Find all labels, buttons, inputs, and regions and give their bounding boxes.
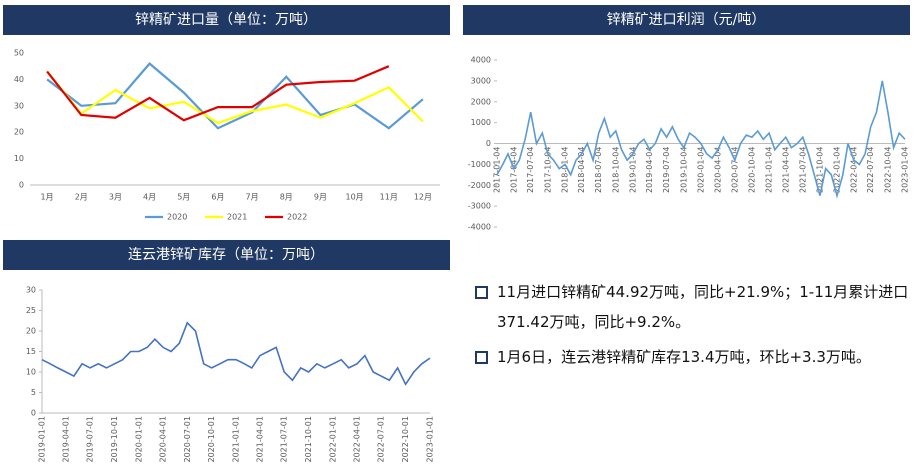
- x-tick-label: 10月: [345, 193, 363, 202]
- x-tick-label: 2019-01-04: [628, 147, 637, 194]
- y-tick-label: 40: [14, 75, 24, 84]
- chart-title: 连云港锌矿库存（单位：万吨）: [128, 247, 324, 263]
- x-tick-label: 3月: [109, 193, 122, 202]
- x-tick-label: 2020-07-04: [730, 147, 739, 194]
- x-tick-label: 2021-07-01: [280, 416, 289, 463]
- y-tick-label: 1000: [471, 118, 491, 127]
- y-tick-label: -4000: [468, 223, 491, 232]
- x-tick-label: 2020-10-01: [207, 416, 216, 463]
- x-tick-label: 2020-04-04: [713, 147, 722, 194]
- x-tick-label: 4月: [143, 193, 156, 202]
- x-tick-label: 2022-04-04: [849, 147, 858, 194]
- x-tick-label: 2019-07-04: [662, 147, 671, 194]
- series-line: [46, 70, 424, 125]
- legend-label: 2021: [227, 213, 247, 222]
- note: 11月进口锌精矿44.92万吨，同比+21.9%；1-11月累计进口371.42…: [475, 277, 914, 337]
- y-tick-label: 4000: [471, 56, 491, 65]
- x-tick-label: 2月: [75, 193, 88, 202]
- x-tick-label: 2018-04-04: [577, 147, 586, 194]
- x-tick-label: 2019-07-01: [86, 416, 95, 463]
- y-tick-label: -2000: [468, 181, 491, 190]
- x-tick-label: 2022-07-04: [866, 147, 875, 194]
- title-banner: [3, 5, 450, 35]
- y-tick-label: -1000: [468, 160, 491, 169]
- x-tick-label: 2021-10-01: [304, 416, 313, 463]
- note: 1月6日，连云港锌精矿库存13.4万吨，环比+3.3万吨。: [475, 342, 914, 372]
- x-tick-label: 2021-10-04: [815, 147, 824, 194]
- x-tick-label: 2022-10-04: [883, 147, 892, 194]
- x-tick-label: 2018-01-04: [560, 147, 569, 194]
- x-tick-label: 2021-07-04: [798, 147, 807, 194]
- y-tick-label: -3000: [468, 202, 491, 211]
- y-tick-label: 15: [26, 347, 36, 356]
- x-tick-label: 2019-10-04: [679, 147, 688, 194]
- x-tick-label: 12月: [414, 193, 432, 202]
- legend-label: 2020: [167, 213, 187, 222]
- y-tick-label: 10: [26, 368, 36, 377]
- x-tick-label: 2021-01-01: [232, 416, 241, 463]
- x-tick-label: 2018-07-04: [594, 147, 603, 194]
- y-tick-label: 5: [31, 388, 36, 397]
- x-tick-label: 2017-01-04: [493, 147, 502, 194]
- x-tick-label: 2019-01-01: [38, 416, 47, 463]
- x-tick-label: 2022-01-01: [329, 416, 338, 463]
- y-tick-label: 30: [14, 101, 24, 110]
- title-banner: [463, 5, 910, 35]
- y-tick-label: 2000: [471, 97, 491, 106]
- x-tick-label: 2021-01-04: [765, 147, 774, 194]
- x-tick-label: 2019-10-01: [110, 416, 119, 463]
- x-tick-label: 2018-10-04: [611, 147, 620, 194]
- x-tick-label: 2023-01-04: [901, 147, 910, 194]
- x-tick-label: 2020-04-01: [159, 416, 168, 463]
- x-tick-label: 2022-07-01: [377, 416, 386, 463]
- x-tick-label: 7月: [246, 193, 259, 202]
- y-tick-label: 0: [486, 139, 491, 148]
- x-tick-label: 2017-07-04: [526, 147, 535, 194]
- y-tick-label: 50: [14, 49, 24, 58]
- x-tick-label: 2019-04-04: [645, 147, 654, 194]
- series-line: [46, 65, 390, 122]
- y-tick-label: 30: [26, 286, 36, 295]
- x-tick-label: 2022-01-04: [833, 147, 842, 194]
- x-tick-label: 2021-04-04: [781, 147, 790, 194]
- x-tick-label: 8月: [280, 193, 293, 202]
- y-tick-label: 20: [26, 327, 36, 336]
- y-tick-label: 25: [26, 306, 36, 315]
- y-tick-label: 0: [31, 409, 36, 418]
- x-tick-label: 2022-04-01: [352, 416, 361, 463]
- y-tick-label: 0: [19, 181, 24, 190]
- x-tick-label: 2020-10-04: [747, 147, 756, 194]
- series-line: [41, 321, 431, 386]
- x-tick-label: 5月: [177, 193, 190, 202]
- series-line: [46, 62, 424, 130]
- y-tick-label: 10: [14, 154, 24, 163]
- chart-title: 锌精矿进口量（单位：万吨）: [135, 12, 317, 28]
- x-tick-label: 2023-01-01: [426, 416, 435, 463]
- chart-title: 锌精矿进口利润（元/吨）: [607, 12, 766, 28]
- x-tick-label: 6月: [211, 193, 224, 202]
- x-tick-label: 9月: [314, 193, 327, 202]
- series-line: [496, 80, 906, 199]
- x-tick-label: 11月: [380, 193, 398, 202]
- legend-label: 2022: [287, 213, 307, 222]
- x-tick-label: 2020-01-01: [134, 416, 143, 463]
- x-tick-label: 2021-04-01: [256, 416, 265, 463]
- title-banner: [3, 240, 450, 270]
- x-tick-label: 2019-04-01: [61, 416, 70, 463]
- x-tick-label: 1月: [41, 193, 54, 202]
- x-tick-label: 2022-10-01: [401, 416, 410, 463]
- y-tick-label: 20: [14, 128, 24, 137]
- x-tick-label: 2020-07-01: [183, 416, 192, 463]
- y-tick-label: 3000: [471, 76, 491, 85]
- x-tick-label: 2017-10-04: [543, 147, 552, 194]
- x-tick-label: 2020-01-04: [696, 147, 705, 194]
